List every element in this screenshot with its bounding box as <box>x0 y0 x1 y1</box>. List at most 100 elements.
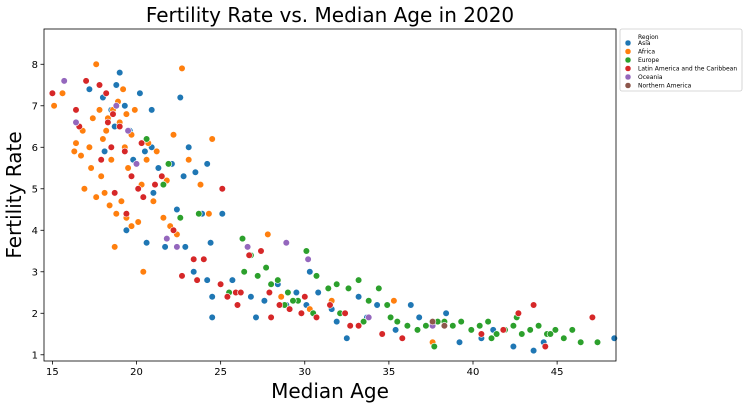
data-points <box>48 60 618 355</box>
data-point-latin-america-and-the-caribbean-41 <box>588 313 597 322</box>
data-point-africa-45 <box>277 293 285 301</box>
y-tick-label: 1 <box>32 350 38 361</box>
data-point-asia-43 <box>392 326 400 334</box>
legend-title: Region <box>638 34 659 41</box>
data-point-latin-america-and-the-caribbean-6 <box>116 122 124 131</box>
data-point-europe-39 <box>560 334 568 342</box>
data-point-asia-40 <box>355 293 363 301</box>
data-point-latin-america-and-the-caribbean-38 <box>514 309 523 317</box>
legend-marker <box>624 65 632 72</box>
y-axis: 1 2 3 4 5 6 7 8 <box>32 60 44 361</box>
data-point-latin-america-and-the-caribbean-25 <box>257 247 265 255</box>
data-point-europe-38 <box>551 326 560 334</box>
data-point-latin-america-and-the-caribbean-2 <box>82 77 90 85</box>
data-point-africa-32 <box>185 156 193 164</box>
data-point-latin-america-and-the-caribbean-32 <box>341 309 349 317</box>
data-point-latin-america-and-the-caribbean-37 <box>499 326 507 334</box>
axes-frame <box>43 28 617 362</box>
data-point-latin-america-and-the-caribbean-45 <box>169 226 178 234</box>
x-axis-label: Median Age <box>271 379 389 403</box>
data-point-latin-america-and-the-caribbean-24 <box>245 251 253 259</box>
data-point-asia-22 <box>143 239 151 247</box>
data-point-asia-6 <box>148 106 156 114</box>
data-point-latin-america-and-the-caribbean-48 <box>267 313 275 322</box>
data-point-africa-43 <box>169 131 178 139</box>
data-point-oceania-8 <box>304 255 312 263</box>
data-point-europe-0 <box>143 135 151 143</box>
data-point-africa-5 <box>85 143 93 151</box>
legend-label: Latin America and the Caribbean <box>638 66 737 73</box>
data-point-latin-america-and-the-caribbean-4 <box>102 89 110 97</box>
data-point-europe-47 <box>289 297 297 305</box>
data-point-latin-america-and-the-caribbean-1 <box>72 106 80 114</box>
data-point-latin-america-and-the-caribbean-17 <box>178 272 186 280</box>
data-point-europe-12 <box>312 272 321 280</box>
data-point-africa-26 <box>143 156 151 164</box>
y-tick-label: 4 <box>32 226 38 237</box>
data-point-europe-41 <box>577 338 585 346</box>
data-point-europe-22 <box>413 326 422 334</box>
data-point-asia-35 <box>292 288 301 297</box>
data-point-latin-america-and-the-caribbean-43 <box>104 118 112 126</box>
data-point-asia-50 <box>529 347 538 355</box>
data-point-africa-16 <box>92 193 100 201</box>
data-point-asia-26 <box>190 268 198 276</box>
data-point-europe-27 <box>457 318 465 326</box>
data-point-asia-4 <box>121 102 129 110</box>
data-point-africa-36 <box>87 164 95 172</box>
data-point-asia-3 <box>116 68 124 77</box>
data-point-africa-44 <box>264 230 272 238</box>
data-point-europe-53 <box>487 334 496 342</box>
data-point-africa-48 <box>390 297 398 305</box>
x-tick-label: 15 <box>46 367 59 378</box>
data-point-latin-america-and-the-caribbean-11 <box>127 172 136 180</box>
data-point-asia-56 <box>415 313 423 322</box>
data-point-europe-20 <box>393 318 401 326</box>
data-point-europe-45 <box>254 272 262 280</box>
data-point-asia-11 <box>141 147 149 155</box>
data-point-africa-25 <box>139 268 147 276</box>
x-tick-label: 45 <box>551 367 564 378</box>
data-point-asia-21 <box>122 226 130 234</box>
data-point-latin-america-and-the-caribbean-31 <box>326 301 334 309</box>
data-point-africa-6 <box>92 60 100 68</box>
data-point-latin-america-and-the-caribbean-7 <box>107 143 115 151</box>
data-point-asia-39 <box>343 334 351 342</box>
data-point-latin-america-and-the-caribbean-30 <box>312 313 321 322</box>
data-point-oceania-2 <box>112 102 120 110</box>
data-point-latin-america-and-the-caribbean-9 <box>121 147 129 155</box>
data-point-europe-33 <box>509 322 518 330</box>
data-point-asia-17 <box>149 189 157 197</box>
data-point-latin-america-and-the-caribbean-44 <box>134 185 142 193</box>
data-point-asia-36 <box>306 268 314 276</box>
data-point-oceania-5 <box>163 235 171 243</box>
data-point-europe-2 <box>176 214 184 222</box>
data-point-asia-14 <box>180 172 188 180</box>
data-point-africa-34 <box>205 210 213 218</box>
data-point-europe-21 <box>403 322 412 330</box>
data-point-latin-america-and-the-caribbean-49 <box>301 293 309 301</box>
data-point-asia-31 <box>247 293 255 301</box>
data-point-europe-1 <box>159 181 167 189</box>
y-tick-label: 6 <box>32 143 38 154</box>
legend-label: Northern America <box>638 83 692 90</box>
data-point-asia-37 <box>314 288 322 297</box>
data-point-latin-america-and-the-caribbean-0 <box>48 89 57 97</box>
data-point-oceania-4 <box>132 160 141 168</box>
data-point-latin-america-and-the-caribbean-28 <box>286 305 294 313</box>
data-point-asia-27 <box>203 276 211 284</box>
data-point-europe-28 <box>467 326 475 334</box>
data-point-asia-55 <box>333 318 341 326</box>
data-point-asia-9 <box>100 147 109 155</box>
legend-label: Asia <box>638 40 651 47</box>
y-tick-label: 8 <box>32 60 38 71</box>
data-point-asia-32 <box>260 297 269 305</box>
data-point-latin-america-and-the-caribbean-50 <box>346 322 354 330</box>
x-tick-label: 40 <box>467 367 480 378</box>
legend-marker <box>624 56 632 64</box>
y-axis-label: Fertility Rate <box>2 131 26 258</box>
data-point-oceania-6 <box>173 243 181 251</box>
y-tick-label: 3 <box>32 267 38 278</box>
